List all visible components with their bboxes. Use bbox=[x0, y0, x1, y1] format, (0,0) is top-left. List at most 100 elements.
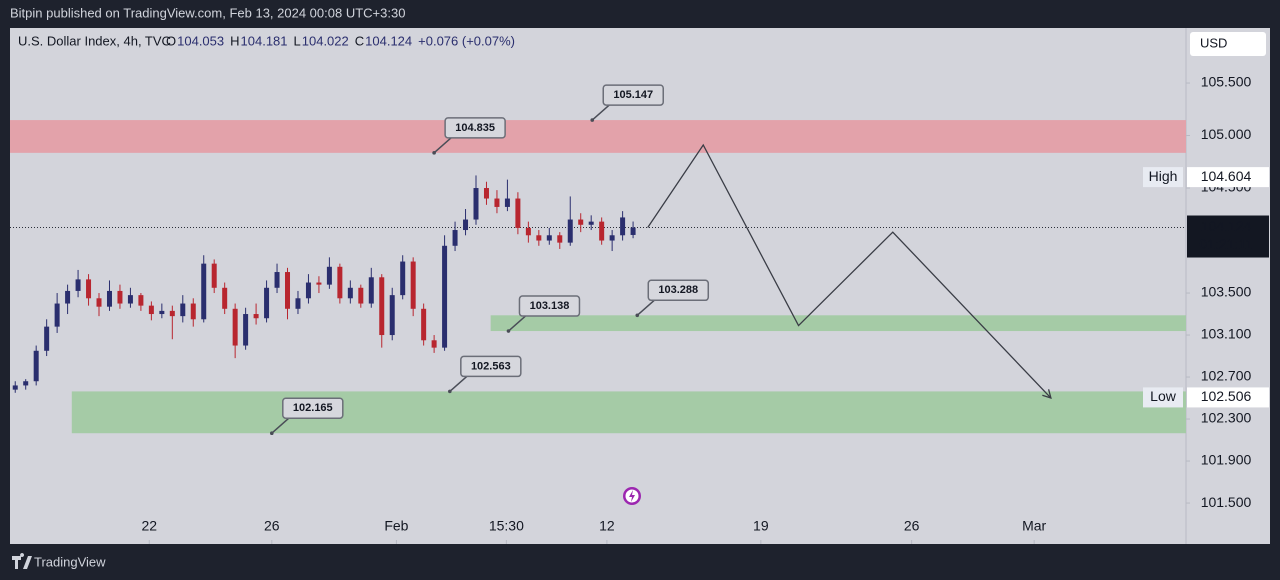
candle-body bbox=[389, 295, 395, 336]
candle-body bbox=[347, 287, 353, 299]
high-value: 104.604 bbox=[1201, 168, 1252, 184]
legend-key: L bbox=[294, 33, 301, 48]
currency: USD bbox=[1200, 35, 1227, 50]
candle-body bbox=[494, 198, 500, 207]
candle-body bbox=[536, 235, 542, 241]
candle-body bbox=[169, 310, 175, 317]
countdown: 01:21:11 bbox=[1199, 236, 1253, 252]
projection-arrowhead bbox=[1042, 389, 1052, 400]
candle-body bbox=[190, 303, 196, 320]
callout-label: 102.165 bbox=[293, 402, 333, 414]
callout-pointer bbox=[433, 137, 452, 154]
x-tick-label: Feb bbox=[384, 518, 408, 534]
candle-body bbox=[33, 350, 39, 382]
callout-pointer bbox=[271, 417, 290, 434]
candle-body bbox=[368, 277, 374, 304]
candle-body bbox=[546, 235, 552, 241]
callout-label: 104.835 bbox=[455, 122, 495, 134]
y-tick-label: 105.000 bbox=[1201, 126, 1252, 142]
candle-body bbox=[65, 290, 71, 304]
candle-body bbox=[274, 272, 280, 288]
y-tick-label: 101.900 bbox=[1201, 452, 1252, 468]
candle-body bbox=[473, 188, 479, 220]
candle-body bbox=[316, 282, 322, 285]
y-tick-label: 101.500 bbox=[1201, 494, 1252, 510]
callout-anchor bbox=[448, 389, 452, 394]
candle-body bbox=[358, 287, 364, 304]
legend-key: O bbox=[166, 33, 176, 48]
candle-body bbox=[23, 381, 29, 386]
callout-pointer bbox=[507, 315, 526, 332]
candle-body bbox=[337, 266, 343, 299]
candle-body bbox=[630, 227, 636, 235]
candle-body bbox=[253, 314, 259, 319]
candle-body bbox=[599, 221, 605, 241]
x-tick-label: 12 bbox=[599, 518, 615, 534]
y-tick-label: 102.300 bbox=[1201, 410, 1252, 426]
callout-pointer bbox=[449, 375, 468, 392]
callout-label: 102.563 bbox=[471, 360, 511, 372]
zone bbox=[71, 391, 1186, 434]
candle-body bbox=[567, 219, 573, 243]
candle-body bbox=[243, 314, 249, 346]
candle-body bbox=[75, 279, 81, 291]
x-tick-label: 19 bbox=[753, 518, 769, 534]
x-tick-label: 26 bbox=[904, 518, 920, 534]
candle-body bbox=[452, 230, 458, 246]
candle-body bbox=[201, 263, 207, 320]
axes: 105.500105.000104.500103.500103.100102.7… bbox=[141, 74, 1269, 544]
callout-label: 105.147 bbox=[613, 89, 653, 101]
candle-body bbox=[232, 308, 238, 346]
candle-body bbox=[609, 235, 615, 241]
candle-body bbox=[410, 261, 416, 309]
legend-value: 104.053 bbox=[177, 33, 224, 48]
callout-anchor bbox=[635, 313, 640, 318]
brand-logo bbox=[12, 553, 32, 569]
candle-body bbox=[431, 340, 437, 348]
callout-label: 103.138 bbox=[530, 300, 570, 312]
candle-body bbox=[96, 298, 102, 307]
callout-anchor bbox=[432, 151, 436, 155]
candle-body bbox=[504, 198, 510, 207]
candle-body bbox=[117, 290, 123, 304]
y-tick-label: 102.700 bbox=[1201, 368, 1252, 384]
candle-body bbox=[483, 188, 489, 199]
candle-body bbox=[12, 385, 18, 390]
candle-body bbox=[138, 295, 144, 306]
last-price-value: 104.124 bbox=[1201, 218, 1252, 234]
callout-box bbox=[518, 295, 581, 317]
low-value: 102.506 bbox=[1201, 388, 1252, 404]
legend-key: C bbox=[355, 33, 364, 48]
x-tick-label: 22 bbox=[141, 518, 157, 534]
candle-body bbox=[86, 279, 92, 299]
candle-body bbox=[620, 217, 626, 236]
candle-body bbox=[588, 221, 594, 225]
candle-body bbox=[515, 198, 521, 228]
candle-body bbox=[54, 303, 60, 327]
plot: 104.835 105.147 103.138 103.288 102.165 102.5… bbox=[10, 84, 1187, 436]
candle-body bbox=[379, 277, 385, 336]
candle-body bbox=[400, 261, 406, 296]
candle-body bbox=[295, 298, 301, 309]
callout-pointer bbox=[591, 104, 610, 121]
candle-body bbox=[557, 235, 563, 243]
x-tick-label: 15:30 bbox=[489, 518, 524, 534]
y-tick-label: 103.500 bbox=[1201, 284, 1252, 300]
zone bbox=[490, 315, 1187, 332]
last-price-box bbox=[1187, 215, 1269, 258]
y-tick-label: 103.100 bbox=[1201, 326, 1252, 342]
candle-body bbox=[106, 290, 112, 307]
candle-body bbox=[442, 245, 448, 348]
high-value-box bbox=[1187, 167, 1269, 188]
currency-box bbox=[1190, 32, 1266, 56]
candle-body bbox=[211, 263, 217, 288]
callout-box bbox=[460, 355, 522, 378]
symbol-title: U.S. Dollar Index, 4h, TVC bbox=[18, 33, 171, 48]
candle-body bbox=[222, 287, 228, 309]
legend-value: 104.124 bbox=[365, 33, 412, 48]
legend-value: 104.022 bbox=[302, 33, 349, 48]
high-tag: High bbox=[1149, 168, 1178, 184]
y-tick-label: 105.500 bbox=[1201, 74, 1252, 90]
x-tick-label: Mar bbox=[1022, 518, 1046, 534]
